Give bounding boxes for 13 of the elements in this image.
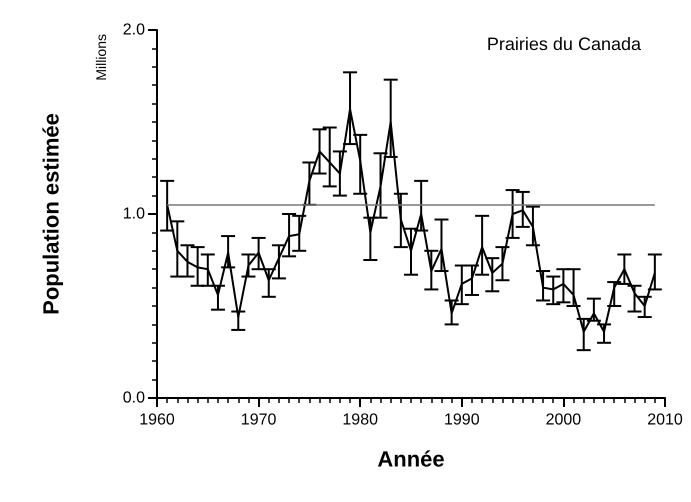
y-tick-label: 1.0 bbox=[122, 206, 146, 222]
x-tick-label: 2000 bbox=[546, 412, 582, 428]
x-tick-label: 1990 bbox=[444, 412, 480, 428]
x-tick-label: 1980 bbox=[342, 412, 378, 428]
x-axis-title: Année bbox=[377, 446, 445, 472]
y-tick-label: 2.0 bbox=[122, 22, 146, 38]
text: Millions bbox=[93, 34, 109, 81]
x-tick-label: 1970 bbox=[240, 412, 276, 428]
chart-title: Prairies du Canada bbox=[486, 34, 642, 54]
y-axis-title: Population estimée bbox=[38, 113, 64, 315]
y-tick-label: 0.0 bbox=[122, 390, 146, 406]
x-tick-label: 2010 bbox=[647, 412, 683, 428]
x-tick-label: 1960 bbox=[139, 412, 175, 428]
